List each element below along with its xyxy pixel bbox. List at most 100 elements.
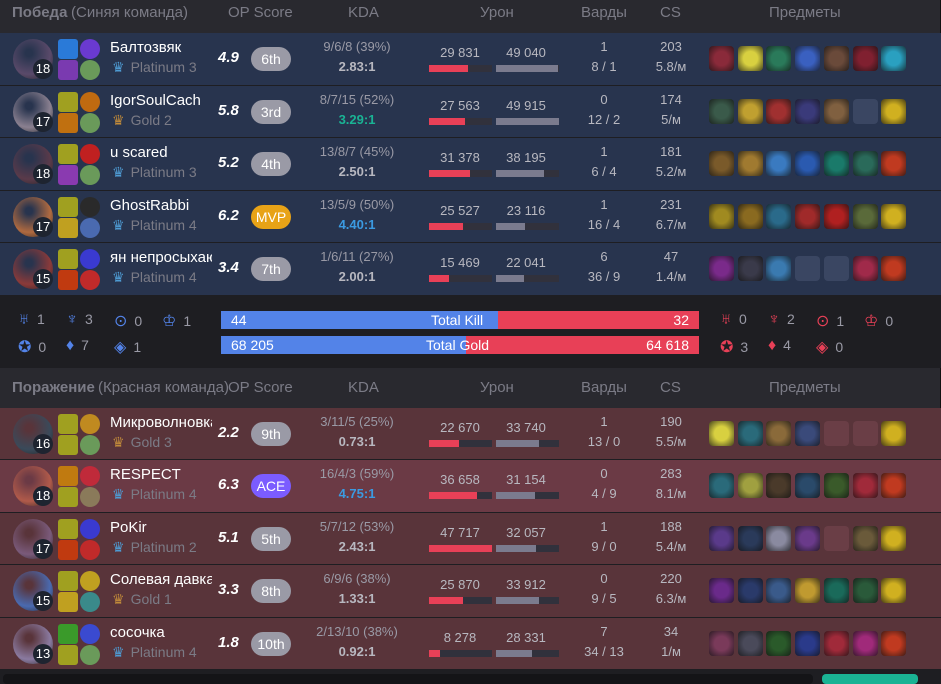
item-icon[interactable] <box>709 630 734 656</box>
item-icon[interactable] <box>766 630 792 656</box>
message-input[interactable] <box>3 674 813 684</box>
secondary-rune-icon[interactable] <box>80 165 100 185</box>
item-icon[interactable] <box>709 578 734 603</box>
item-icon[interactable] <box>737 46 763 71</box>
item-icon[interactable] <box>852 630 878 656</box>
item-icon[interactable] <box>795 630 821 656</box>
item-icon[interactable] <box>852 578 878 603</box>
item-icon[interactable] <box>766 46 792 71</box>
item-icon[interactable] <box>795 420 821 446</box>
keystone-rune-icon[interactable] <box>80 413 100 434</box>
summoner-name[interactable]: RESPECT <box>110 466 181 483</box>
item-icon[interactable] <box>881 578 907 603</box>
item-icon[interactable] <box>737 630 763 656</box>
summoner-spell-2-icon[interactable] <box>58 644 78 665</box>
keystone-rune-icon[interactable] <box>80 623 100 644</box>
summoner-spell-1-icon[interactable] <box>58 91 78 112</box>
summoner-spell-1-icon[interactable] <box>58 571 78 591</box>
item-icon[interactable] <box>881 630 907 656</box>
item-icon[interactable] <box>852 473 878 498</box>
item-icon[interactable] <box>709 98 734 124</box>
summoner-spell-1-icon[interactable] <box>58 518 78 539</box>
summoner-spell-2-icon[interactable] <box>58 165 78 185</box>
summoner-spell-1-icon[interactable] <box>58 196 78 217</box>
item-icon[interactable] <box>766 151 792 176</box>
item-icon[interactable] <box>881 473 907 498</box>
item-icon[interactable] <box>823 98 849 124</box>
item-icon[interactable] <box>823 630 849 656</box>
item-icon[interactable] <box>881 151 907 176</box>
summoner-name[interactable]: сосочка <box>110 623 165 641</box>
item-icon[interactable] <box>737 525 763 551</box>
summoner-name[interactable]: ян непросыхаю <box>110 249 212 266</box>
keystone-rune-icon[interactable] <box>80 144 100 164</box>
item-icon[interactable] <box>766 578 792 603</box>
item-icon[interactable] <box>709 203 734 229</box>
keystone-rune-icon[interactable] <box>80 571 100 591</box>
item-icon[interactable] <box>881 98 907 124</box>
summoner-spell-1-icon[interactable] <box>58 623 78 644</box>
summoner-spell-1-icon[interactable] <box>58 466 78 486</box>
secondary-rune-icon[interactable] <box>80 270 100 290</box>
item-icon[interactable] <box>795 578 821 603</box>
summoner-spell-2-icon[interactable] <box>58 487 78 507</box>
item-icon[interactable] <box>766 420 792 446</box>
item-icon[interactable] <box>852 151 878 176</box>
summoner-name[interactable]: Солевая давка <box>110 571 212 588</box>
item-icon[interactable] <box>766 203 792 229</box>
summoner-spell-2-icon[interactable] <box>58 217 78 238</box>
item-icon[interactable] <box>823 203 849 229</box>
summoner-name[interactable]: GhostRabbi <box>110 196 190 214</box>
keystone-rune-icon[interactable] <box>80 39 100 59</box>
item-icon[interactable] <box>795 98 821 124</box>
summoner-spell-2-icon[interactable] <box>58 539 78 560</box>
item-icon[interactable] <box>737 98 763 124</box>
summoner-name[interactable]: Микроволновка <box>110 413 212 431</box>
keystone-rune-icon[interactable] <box>80 196 100 217</box>
secondary-rune-icon[interactable] <box>80 644 100 665</box>
item-icon[interactable] <box>737 578 763 603</box>
summoner-spell-1-icon[interactable] <box>58 144 78 164</box>
item-icon[interactable] <box>823 578 849 603</box>
item-icon[interactable] <box>709 525 734 551</box>
keystone-rune-icon[interactable] <box>80 518 100 539</box>
item-icon[interactable] <box>709 256 734 281</box>
item-icon[interactable] <box>823 473 849 498</box>
item-icon[interactable] <box>823 151 849 176</box>
summoner-spell-2-icon[interactable] <box>58 112 78 133</box>
summoner-spell-1-icon[interactable] <box>58 249 78 269</box>
item-icon[interactable] <box>881 256 907 281</box>
item-icon[interactable] <box>881 203 907 229</box>
item-icon[interactable] <box>881 420 907 446</box>
item-icon[interactable] <box>852 256 878 281</box>
item-icon[interactable] <box>737 420 763 446</box>
item-icon[interactable] <box>737 203 763 229</box>
item-icon[interactable] <box>795 151 821 176</box>
secondary-rune-icon[interactable] <box>80 112 100 133</box>
item-icon[interactable] <box>766 525 792 551</box>
summoner-name[interactable]: PoKir <box>110 518 147 536</box>
item-icon[interactable] <box>709 420 734 446</box>
summoner-name[interactable]: IgorSoulCach <box>110 91 201 109</box>
keystone-rune-icon[interactable] <box>80 466 100 486</box>
keystone-rune-icon[interactable] <box>80 91 100 112</box>
item-icon[interactable] <box>737 151 763 176</box>
item-icon[interactable] <box>766 256 792 281</box>
item-icon[interactable] <box>795 203 821 229</box>
secondary-rune-icon[interactable] <box>80 60 100 80</box>
item-icon[interactable] <box>737 473 763 498</box>
secondary-rune-icon[interactable] <box>80 539 100 560</box>
summoner-name[interactable]: Балтозвяк <box>110 39 182 56</box>
item-icon[interactable] <box>881 46 907 71</box>
submit-button[interactable] <box>822 674 918 684</box>
summoner-spell-2-icon[interactable] <box>58 592 78 612</box>
item-icon[interactable] <box>795 525 821 551</box>
item-icon[interactable] <box>709 46 734 71</box>
item-icon[interactable] <box>766 473 792 498</box>
item-icon[interactable] <box>795 473 821 498</box>
summoner-spell-1-icon[interactable] <box>58 413 78 434</box>
item-icon[interactable] <box>823 46 849 71</box>
keystone-rune-icon[interactable] <box>80 249 100 269</box>
item-icon[interactable] <box>852 203 878 229</box>
secondary-rune-icon[interactable] <box>80 217 100 238</box>
